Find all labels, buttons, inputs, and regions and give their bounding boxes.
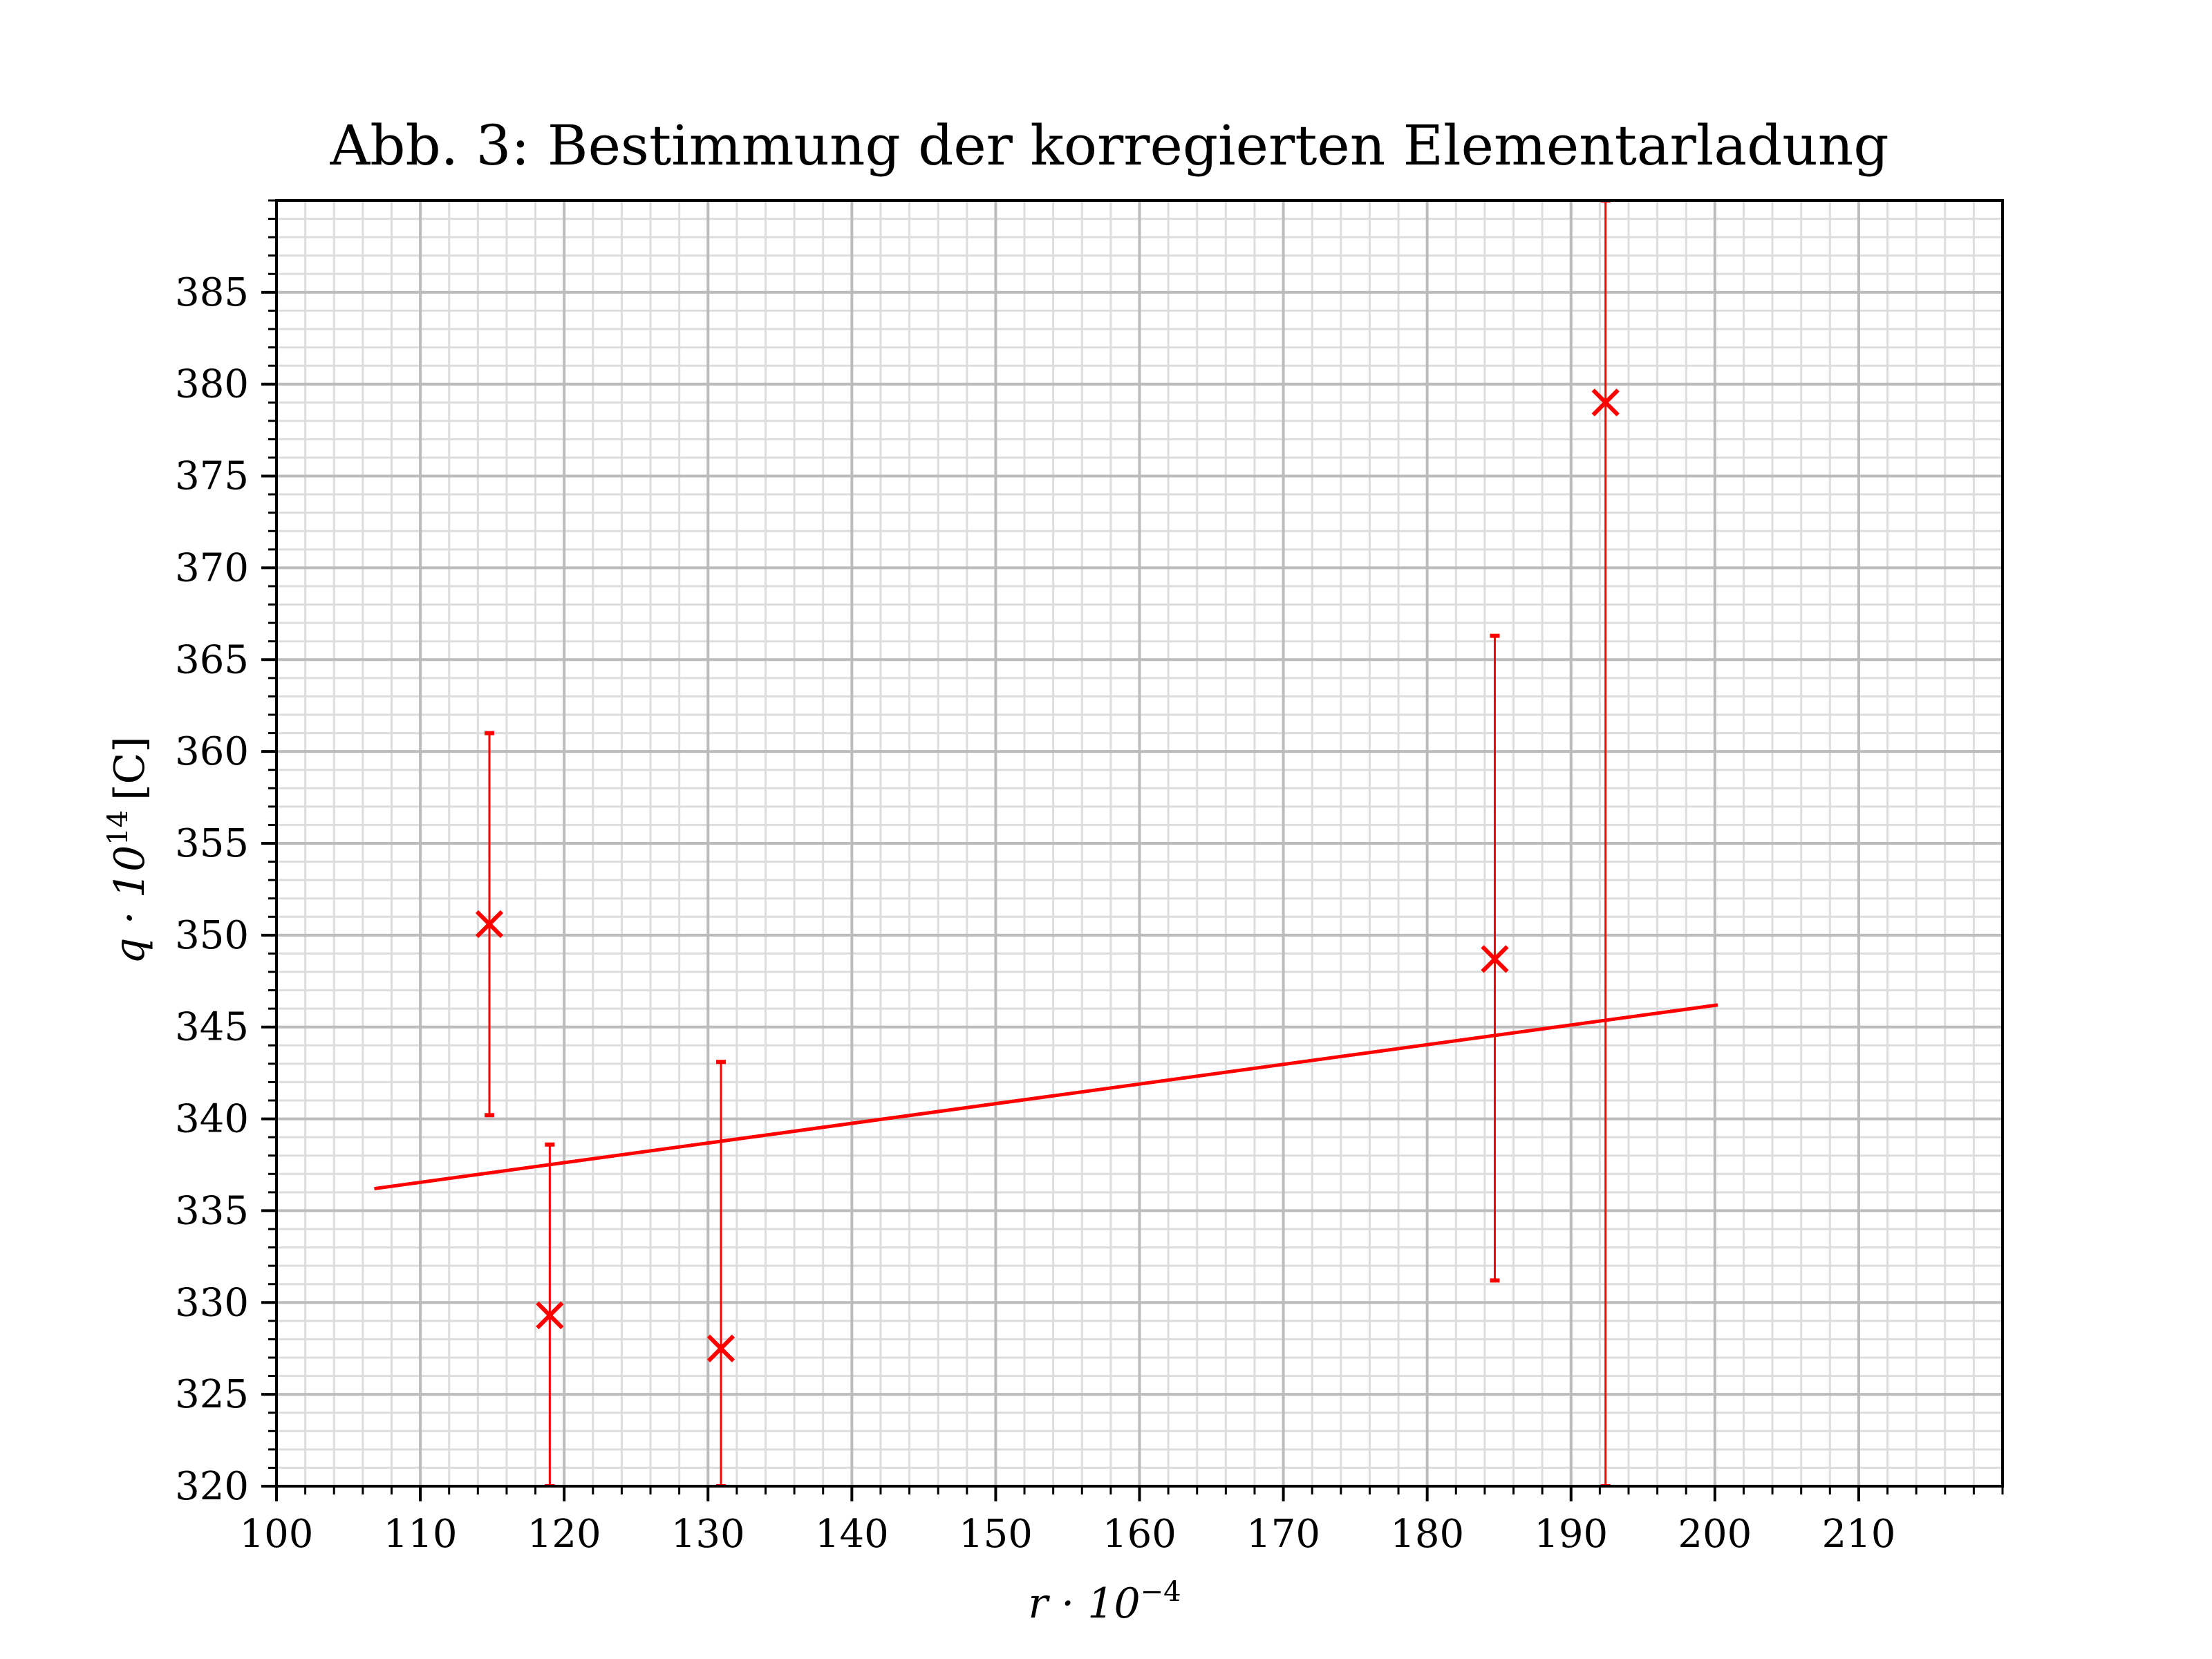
x-tick-labels: 100 110 120 130 140 150 160 170 180 190 200 210 (240, 1512, 1896, 1557)
data-points (475, 200, 1620, 1486)
x-tick-label: 190 (1534, 1512, 1608, 1557)
data-point (536, 1142, 564, 1486)
y-axis-label: q · 1014 [C] (102, 736, 154, 964)
x-tick-label: 200 (1678, 1512, 1752, 1557)
data-point (475, 731, 504, 1118)
x-marker-stroke-b (706, 1334, 735, 1362)
x-tick-label: 130 (671, 1512, 745, 1557)
y-axis-label-unit: [C] (106, 736, 154, 800)
x-tick-label: 170 (1246, 1512, 1320, 1557)
x-tick-label: 160 (1103, 1512, 1177, 1557)
x-tick-label: 180 (1390, 1512, 1464, 1557)
y-tick-label: 330 (175, 1280, 249, 1325)
x-axis-label: r · 10−4 (1028, 1576, 1181, 1628)
data-point (1591, 200, 1620, 1486)
y-tick-label: 375 (175, 454, 249, 499)
y-tick-label: 385 (175, 270, 249, 315)
y-tick-label: 325 (175, 1372, 249, 1417)
y-tick-label: 365 (175, 637, 249, 682)
data-point (706, 1060, 735, 1486)
y-tick-label: 360 (175, 729, 249, 774)
chart-title: Abb. 3: Bestimmung der korregierten Elem… (329, 113, 1888, 178)
y-axis-label-exponent: 14 (102, 810, 134, 845)
x-tick-label: 100 (240, 1512, 314, 1557)
x-marker-stroke-b (1591, 388, 1620, 417)
y-tick-label: 340 (175, 1097, 249, 1142)
x-tick-label: 140 (815, 1512, 889, 1557)
y-tick-label: 345 (175, 1005, 249, 1050)
x-tick-label: 150 (959, 1512, 1033, 1557)
y-tick-label: 380 (175, 362, 249, 407)
x-tick-label: 210 (1821, 1512, 1895, 1557)
x-axis-label-text: r · 10 (1028, 1580, 1140, 1628)
x-tick-label: 110 (384, 1512, 458, 1557)
y-tick-label: 320 (175, 1464, 249, 1509)
grid (275, 199, 2004, 1488)
y-tick-labels: 320 325 330 335 340 345 350 355 360 365 370 375 380 3… (175, 270, 249, 1509)
data-point (1481, 633, 1509, 1283)
x-axis-label-exponent: −4 (1141, 1576, 1181, 1608)
y-axis-label-text: q · 10 (106, 845, 154, 964)
x-tick-label: 120 (527, 1512, 601, 1557)
y-tick-label: 350 (175, 913, 249, 958)
ticks (261, 199, 2004, 1501)
x-marker-stroke-b (536, 1301, 564, 1330)
x-marker-stroke-b (475, 910, 504, 939)
y-tick-label: 370 (175, 545, 249, 590)
y-tick-label: 355 (175, 821, 249, 866)
y-tick-label: 335 (175, 1188, 249, 1233)
x-marker-stroke-b (1481, 945, 1509, 973)
